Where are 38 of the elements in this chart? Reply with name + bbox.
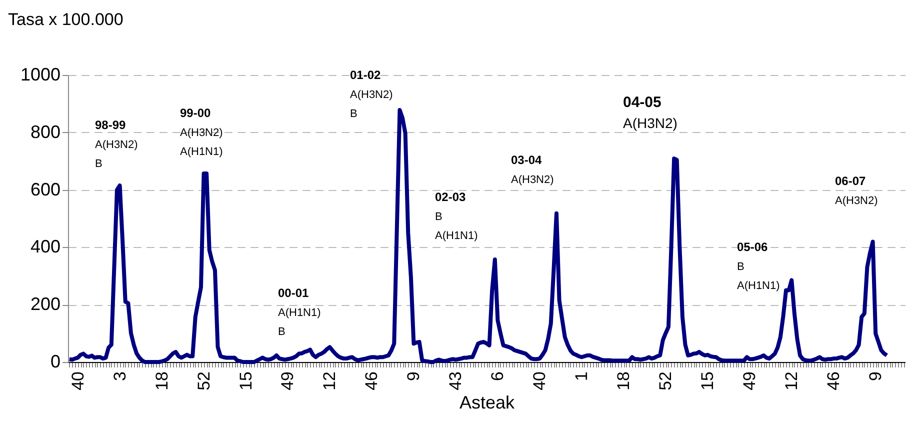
x-tick-label: 49 [740,372,760,390]
y-tick-label: 200 [30,294,60,314]
annotation: 03-04 A(H3N2) [511,153,554,186]
x-tick-label: 15 [236,372,256,390]
annotation: 05-06 B A(H1N1) [737,240,780,292]
x-tick-label: 3 [110,372,130,381]
x-tick-label: 6 [488,372,508,381]
x-tick-label: 12 [782,372,802,390]
x-tick-label: 46 [362,372,382,390]
x-tick-label: 40 [68,372,88,390]
x-tick-label: 9 [866,372,886,381]
annotation: 02-03 B A(H1N1) [435,190,478,242]
x-tick-label: 1 [572,372,592,381]
x-tick-label: 12 [320,372,340,390]
x-tick-label: 46 [824,372,844,390]
x-tick-label: 52 [194,372,214,390]
x-tick-label: 18 [152,372,172,390]
y-axis-title: Tasa x 100.000 [8,10,124,29]
annotation: 98-99 A(H3N2) B [95,118,138,170]
x-tick-label: 40 [530,372,550,390]
annotation: 01-02 A(H3N2) B [350,68,393,120]
annotation: 06-07 A(H3N2) [835,174,878,207]
annotation: 99-00 A(H3N2) A(H1N1) [180,106,223,158]
y-tick-label: 800 [30,122,60,142]
line-series [67,108,889,364]
y-tick-label: 400 [30,236,60,257]
annotation: 04-05 A(H3N2) [623,94,678,131]
x-tick-label: 9 [404,372,424,381]
y-tick-label: 1000 [20,64,60,84]
x-tick-label: 18 [614,372,634,390]
x-tick-label: 49 [278,372,298,390]
x-tick-label: 15 [698,372,718,390]
y-tick-label: 0 [50,352,60,372]
x-axis-title: Asteak [459,392,516,412]
x-tick-label: 43 [446,372,466,390]
y-tick-label: 600 [30,179,60,200]
annotation: 00-01 A(H1N1) B [278,286,321,338]
x-tick-label: 52 [656,372,676,390]
